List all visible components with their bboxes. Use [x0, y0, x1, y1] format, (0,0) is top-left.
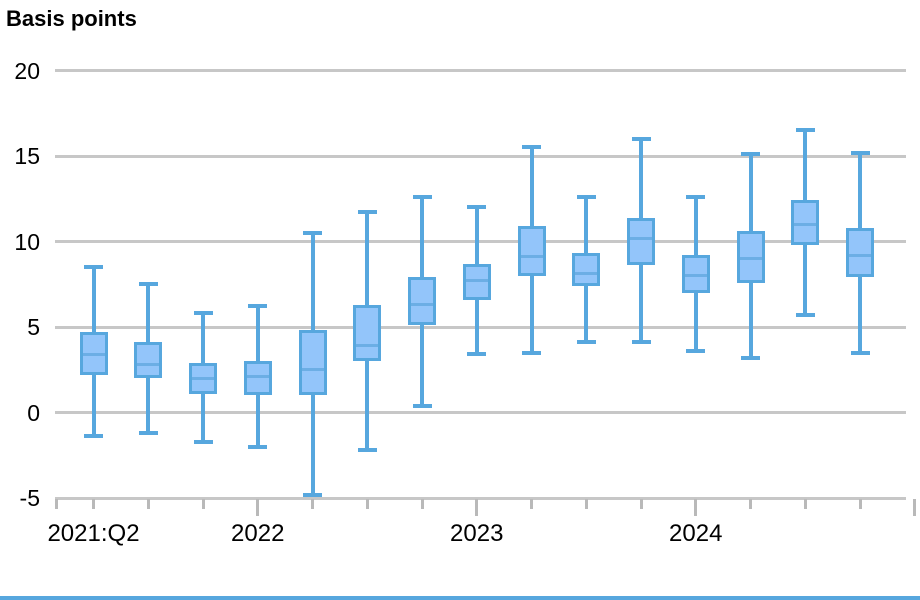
- y-gridline: [55, 154, 906, 158]
- y-tick-label: 15: [14, 143, 40, 169]
- box-whisker-cap-bottom: [741, 355, 760, 360]
- x-tick-year: [475, 498, 479, 516]
- box-whisker-cap-bottom: [193, 439, 213, 444]
- y-gridline: [55, 411, 906, 414]
- box-body: [353, 304, 382, 362]
- box-whisker-cap-top: [631, 136, 651, 141]
- x-tick: [803, 498, 807, 509]
- box-body: [791, 200, 820, 245]
- box-whisker-cap-bottom: [303, 492, 322, 497]
- box-median-line: [301, 368, 324, 372]
- x-tick: [858, 498, 862, 509]
- box-whisker-cap-bottom: [686, 348, 706, 353]
- y-tick-label: -5: [19, 485, 40, 511]
- box-median-line: [849, 253, 871, 257]
- box-whisker-cap-top: [686, 195, 706, 200]
- y-gridline: [55, 69, 906, 72]
- box-body: [408, 277, 436, 326]
- y-tick-label: 10: [14, 228, 40, 255]
- y-gridline: [55, 240, 906, 243]
- box-median-line: [739, 257, 762, 261]
- chart-title: Basis points: [6, 6, 137, 31]
- box-body: [736, 231, 765, 283]
- box-whisker-cap-bottom: [467, 352, 487, 357]
- box-median-line: [137, 363, 160, 367]
- box-body: [627, 217, 655, 266]
- box-whisker-cap-top: [357, 210, 377, 215]
- box-median-line: [520, 255, 543, 259]
- box-whisker-cap-top: [193, 311, 213, 316]
- box-whisker-cap-top: [795, 128, 815, 133]
- box-whisker-cap-top: [412, 195, 432, 200]
- box-median-line: [465, 279, 488, 283]
- box-whisker-cap-bottom: [522, 350, 541, 355]
- box-whisker-cap-top: [850, 150, 870, 155]
- box-whisker-cap-top: [248, 304, 268, 309]
- x-tick: [530, 498, 533, 509]
- box-whisker-cap-bottom: [576, 340, 596, 345]
- box-median-line: [411, 303, 433, 307]
- y-gridline: [55, 496, 906, 500]
- box-median-line: [794, 222, 817, 226]
- x-tick: [55, 498, 58, 509]
- y-gridline: [55, 325, 906, 329]
- box-median-line: [246, 375, 269, 379]
- x-tick: [92, 498, 95, 509]
- box-body: [298, 330, 327, 396]
- bottom-rule: [0, 596, 920, 600]
- x-tick: [420, 498, 424, 509]
- box-median-line: [684, 274, 707, 278]
- box-whisker-cap-top: [303, 230, 322, 235]
- box-whisker-cap-top: [84, 265, 103, 270]
- x-tick: [311, 498, 314, 509]
- box-whisker-cap-bottom: [84, 434, 103, 439]
- box-body: [681, 255, 710, 293]
- y-tick-label: 20: [14, 57, 40, 84]
- box-median-line: [82, 352, 105, 356]
- y-tick-label: 5: [27, 314, 40, 340]
- x-axis-label: 2021:Q2: [47, 520, 140, 547]
- x-tick-year: [256, 498, 260, 516]
- x-tick: [584, 498, 588, 509]
- box-whisker-cap-bottom: [850, 350, 870, 355]
- box-whisker-cap-bottom: [631, 340, 651, 345]
- box-whisker-cap-bottom: [795, 313, 815, 318]
- box-body: [846, 227, 874, 278]
- box-whisker-cap-bottom: [248, 444, 268, 449]
- box-whisker-cap-top: [576, 195, 596, 200]
- x-axis-label: 2023: [450, 520, 504, 547]
- box-body: [572, 253, 601, 286]
- box-median-line: [630, 236, 652, 240]
- x-axis-label: 2022: [231, 520, 285, 547]
- box-median-line: [575, 272, 598, 276]
- x-tick: [749, 498, 752, 509]
- x-tick-year: [694, 498, 698, 516]
- box-whisker-cap-bottom: [412, 403, 432, 408]
- y-tick-label: 0: [27, 399, 40, 426]
- box-body: [517, 226, 546, 276]
- box-median-line: [192, 376, 214, 380]
- box-whisker-cap-top: [467, 205, 487, 210]
- x-tick: [201, 498, 205, 509]
- x-tick: [639, 498, 643, 509]
- box-whisker-cap-top: [522, 145, 541, 150]
- x-tick: [365, 498, 369, 509]
- box-whisker-cap-top: [138, 282, 158, 287]
- x-tick-year: [913, 498, 917, 516]
- box-body: [134, 342, 163, 379]
- x-axis-label: 2024: [669, 520, 723, 547]
- box-whisker-cap-bottom: [357, 448, 377, 453]
- box-median-line: [356, 344, 379, 348]
- box-body: [243, 361, 272, 396]
- x-tick: [146, 498, 150, 509]
- box-whisker-cap-bottom: [138, 431, 158, 436]
- box-whisker-cap-top: [741, 152, 760, 157]
